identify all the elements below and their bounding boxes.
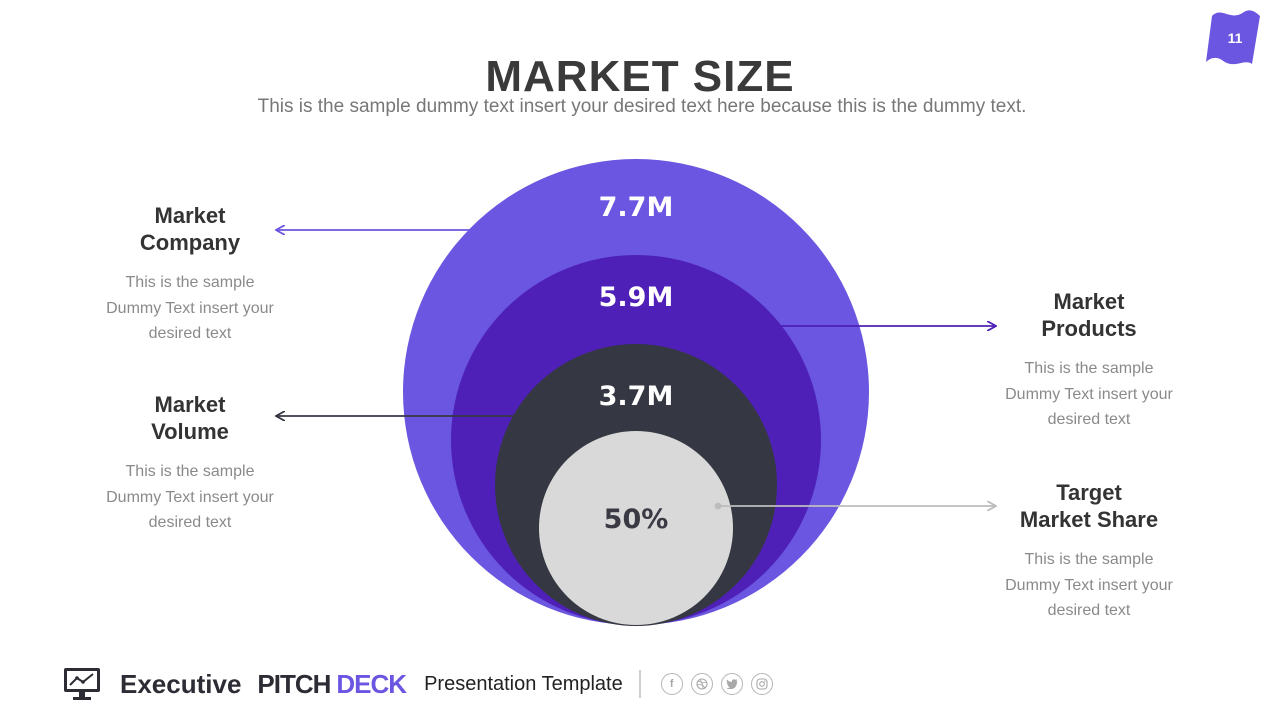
third-circle-value: 3.7M bbox=[598, 381, 674, 412]
label-desc-line: desired text bbox=[1047, 411, 1131, 428]
label-target-market-share: Target Market Share This is the sample D… bbox=[979, 479, 1199, 624]
label-market-volume-desc: This is the sample Dummy Text insert you… bbox=[80, 459, 300, 536]
outer-circle-value: 7.7M bbox=[598, 192, 674, 223]
label-title-line: Market Share bbox=[1019, 507, 1159, 532]
label-market-company: Market Company This is the sample Dummy … bbox=[80, 202, 300, 347]
footer-brand: Executive PITCH DECK Presentation Templa… bbox=[62, 664, 781, 704]
label-desc-line: desired text bbox=[148, 514, 232, 531]
label-desc-line: desired text bbox=[1047, 602, 1131, 619]
label-market-products-title: Market Products bbox=[979, 288, 1199, 342]
label-desc-line: This is the sample bbox=[1024, 551, 1154, 568]
monitor-chart-icon bbox=[64, 668, 100, 700]
label-title-line: Market bbox=[1053, 289, 1125, 314]
label-market-products-desc: This is the sample Dummy Text insert you… bbox=[979, 356, 1199, 433]
brand-pitch: PITCH bbox=[257, 668, 331, 699]
dribbble-icon[interactable] bbox=[690, 673, 713, 695]
brand-deck: DECK bbox=[336, 668, 407, 699]
second-circle-value: 5.9M bbox=[598, 282, 674, 313]
inner-circle bbox=[539, 431, 733, 625]
label-target-market-share-desc: This is the sample Dummy Text insert you… bbox=[979, 547, 1199, 624]
label-title-line: Market bbox=[154, 392, 226, 417]
label-desc-line: Dummy Text insert your bbox=[106, 299, 274, 317]
label-desc-line: desired text bbox=[148, 325, 232, 342]
label-market-products: Market Products This is the sample Dummy… bbox=[979, 288, 1199, 433]
page-subtitle: This is the sample dummy text insert you… bbox=[257, 96, 1027, 117]
brand-tagline: Presentation Template bbox=[424, 672, 623, 695]
label-title-line: Market bbox=[154, 203, 226, 228]
label-desc-line: Dummy Text insert your bbox=[106, 488, 274, 506]
flag-shape-icon bbox=[1206, 10, 1260, 65]
footer-divider bbox=[638, 670, 641, 698]
label-desc-line: Dummy Text insert your bbox=[1005, 576, 1173, 594]
label-title-line: Company bbox=[139, 230, 241, 255]
twitter-icon[interactable] bbox=[720, 673, 743, 695]
label-target-market-share-title: Target Market Share bbox=[979, 479, 1199, 533]
label-market-company-title: Market Company bbox=[80, 202, 300, 256]
label-market-volume-title: Market Volume bbox=[80, 391, 300, 445]
label-market-volume: Market Volume This is the sample Dummy T… bbox=[80, 391, 300, 536]
page-number-badge: 11 bbox=[1204, 6, 1268, 70]
label-desc-line: This is the sample bbox=[1024, 360, 1154, 377]
social-links: f bbox=[660, 673, 781, 695]
page-title: MARKET SIZE bbox=[485, 52, 795, 101]
label-title-line: Products bbox=[1041, 316, 1137, 341]
label-desc-line: Dummy Text insert your bbox=[1005, 385, 1173, 403]
label-desc-line: This is the sample bbox=[125, 463, 255, 480]
label-title-line: Target bbox=[1056, 480, 1122, 505]
brand-executive: Executive bbox=[120, 668, 242, 699]
facebook-icon[interactable]: f bbox=[660, 673, 683, 695]
inner-circle-value: 50% bbox=[603, 504, 669, 535]
page-number: 11 bbox=[1227, 30, 1243, 46]
label-title-line: Volume bbox=[151, 419, 229, 444]
label-desc-line: This is the sample bbox=[125, 274, 255, 291]
label-market-company-desc: This is the sample Dummy Text insert you… bbox=[80, 270, 300, 347]
instagram-icon[interactable] bbox=[750, 673, 773, 695]
